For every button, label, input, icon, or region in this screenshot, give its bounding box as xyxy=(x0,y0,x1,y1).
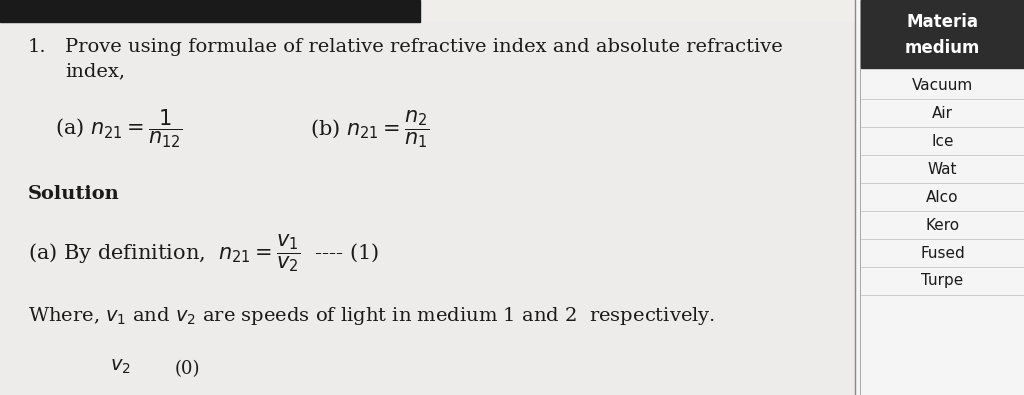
Text: Solution: Solution xyxy=(28,185,120,203)
Text: Ice: Ice xyxy=(931,134,953,149)
Text: (0): (0) xyxy=(175,360,201,378)
Text: (a) $n_{21} = \dfrac{1}{n_{12}}$: (a) $n_{21} = \dfrac{1}{n_{12}}$ xyxy=(55,108,183,150)
Text: Materia: Materia xyxy=(906,13,979,31)
Text: (b) $n_{21} = \dfrac{n_2}{n_1}$: (b) $n_{21} = \dfrac{n_2}{n_1}$ xyxy=(310,108,429,150)
Text: $v_2$: $v_2$ xyxy=(110,358,131,376)
Text: Prove using formulae of relative refractive index and absolute refractive: Prove using formulae of relative refract… xyxy=(65,38,782,56)
Bar xyxy=(0,0,420,22)
Text: Fused: Fused xyxy=(921,246,965,260)
Text: medium: medium xyxy=(905,39,980,57)
Text: Alco: Alco xyxy=(927,190,958,205)
Text: index,: index, xyxy=(65,62,125,80)
Bar xyxy=(0,22,855,395)
Text: Where, $v_1$ and $v_2$ are speeds of light in medium 1 and 2  respectively.: Where, $v_1$ and $v_2$ are speeds of lig… xyxy=(28,305,715,327)
Text: Vacuum: Vacuum xyxy=(912,77,973,92)
Text: Turpe: Turpe xyxy=(922,273,964,288)
Text: Air: Air xyxy=(932,105,953,120)
Text: 1.: 1. xyxy=(28,38,47,56)
Text: (a) By definition,  $n_{21} = \dfrac{v_1}{v_2}$  ---- (1): (a) By definition, $n_{21} = \dfrac{v_1}… xyxy=(28,232,379,274)
Bar xyxy=(855,0,1024,395)
Text: Wat: Wat xyxy=(928,162,957,177)
Text: Kero: Kero xyxy=(926,218,959,233)
Bar xyxy=(861,0,1024,68)
